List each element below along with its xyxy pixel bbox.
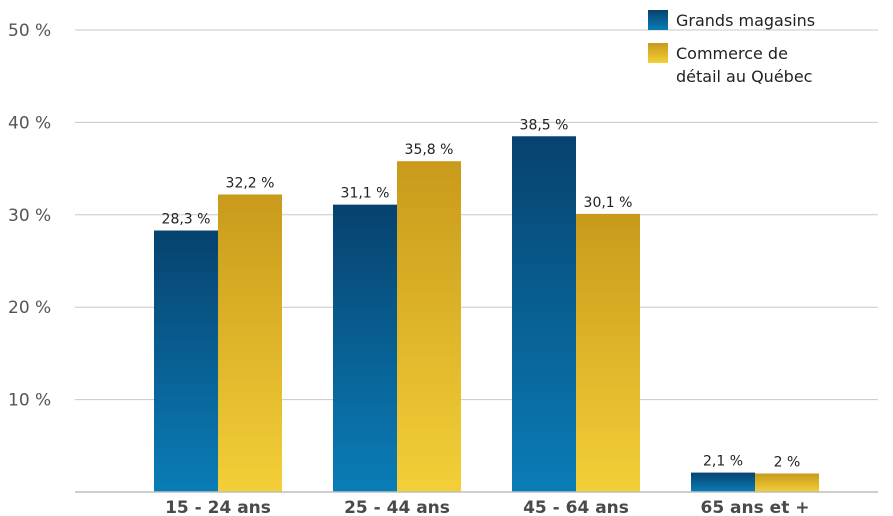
- data-label: 28,3 %: [162, 212, 211, 228]
- legend: Grands magasins Commerce de détail au Québ…: [648, 10, 815, 86]
- bar-grands-magasins-1: [154, 230, 218, 492]
- x-tick-label: 15 - 24 ans: [165, 498, 271, 516]
- data-label: 30,1 %: [584, 195, 633, 211]
- data-label: 38,5 %: [520, 117, 569, 133]
- bar-grands-magasins-2: [333, 204, 397, 493]
- axes: 10 % 20 % 30 % 40 % 50 % 15 - 24 ans 25 - 44 a…: [8, 21, 878, 516]
- data-label: 35,8 %: [405, 142, 454, 158]
- data-label: 32,2 %: [226, 175, 275, 191]
- bar-commerce-detail-2: [397, 161, 461, 492]
- bar-grands-magasins-3: [512, 136, 576, 492]
- bar-grands-magasins-4: [691, 472, 755, 492]
- bar-commerce-detail-1: [218, 194, 282, 493]
- x-tick-label: 45 - 64 ans: [523, 498, 629, 516]
- data-label: 31,1 %: [341, 186, 390, 202]
- x-tick-label: 25 - 44 ans: [344, 498, 450, 516]
- y-tick-label: 50 %: [8, 21, 51, 41]
- legend-swatch-grands-magasins: [648, 10, 668, 30]
- legend-label: Grands magasins: [676, 11, 815, 30]
- bar-commerce-detail-4: [755, 473, 819, 492]
- y-tick-label: 30 %: [8, 206, 51, 226]
- y-tick-label: 10 %: [8, 391, 51, 411]
- legend-label: Commerce de détail au Québec: [676, 44, 812, 86]
- y-tick-label: 20 %: [8, 298, 51, 318]
- data-label: 2 %: [774, 455, 801, 471]
- bars: [154, 136, 819, 493]
- data-label: 2,1 %: [703, 454, 743, 470]
- y-tick-label: 40 %: [8, 113, 51, 133]
- x-tick-label: 65 ans et +: [700, 498, 809, 516]
- bar-commerce-detail-3: [576, 213, 640, 492]
- legend-swatch-commerce-detail: [648, 43, 668, 63]
- data-labels: 28,3 % 32,2 % 31,1 % 35,8 % 38,5 % 30,1 % 2,1 …: [162, 117, 801, 470]
